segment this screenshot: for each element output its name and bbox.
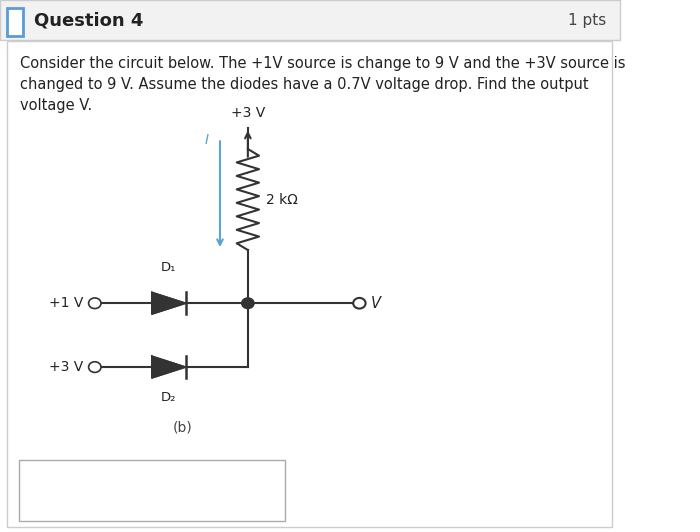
Text: +3 V: +3 V (50, 360, 84, 374)
Circle shape (354, 298, 365, 309)
Polygon shape (152, 356, 186, 378)
Text: 2 kΩ: 2 kΩ (267, 193, 298, 206)
Bar (0, 0, 620, 40)
Text: 1 pts: 1 pts (568, 13, 606, 28)
Text: D₁: D₁ (161, 261, 176, 274)
Circle shape (241, 298, 254, 309)
Circle shape (89, 362, 101, 372)
Bar (19, 460, 285, 521)
Text: V: V (370, 296, 381, 311)
Polygon shape (152, 292, 186, 314)
Text: I: I (204, 133, 209, 147)
Text: Consider the circuit below. The +1V source is change to 9 V and the +3V source i: Consider the circuit below. The +1V sour… (20, 56, 625, 113)
Text: (b): (b) (173, 420, 193, 434)
Circle shape (89, 298, 101, 309)
Text: D₂: D₂ (161, 391, 176, 404)
Text: +3 V: +3 V (231, 106, 265, 120)
Text: Question 4: Question 4 (34, 11, 143, 29)
Bar (8, 8, 23, 36)
Text: +1 V: +1 V (49, 296, 84, 310)
